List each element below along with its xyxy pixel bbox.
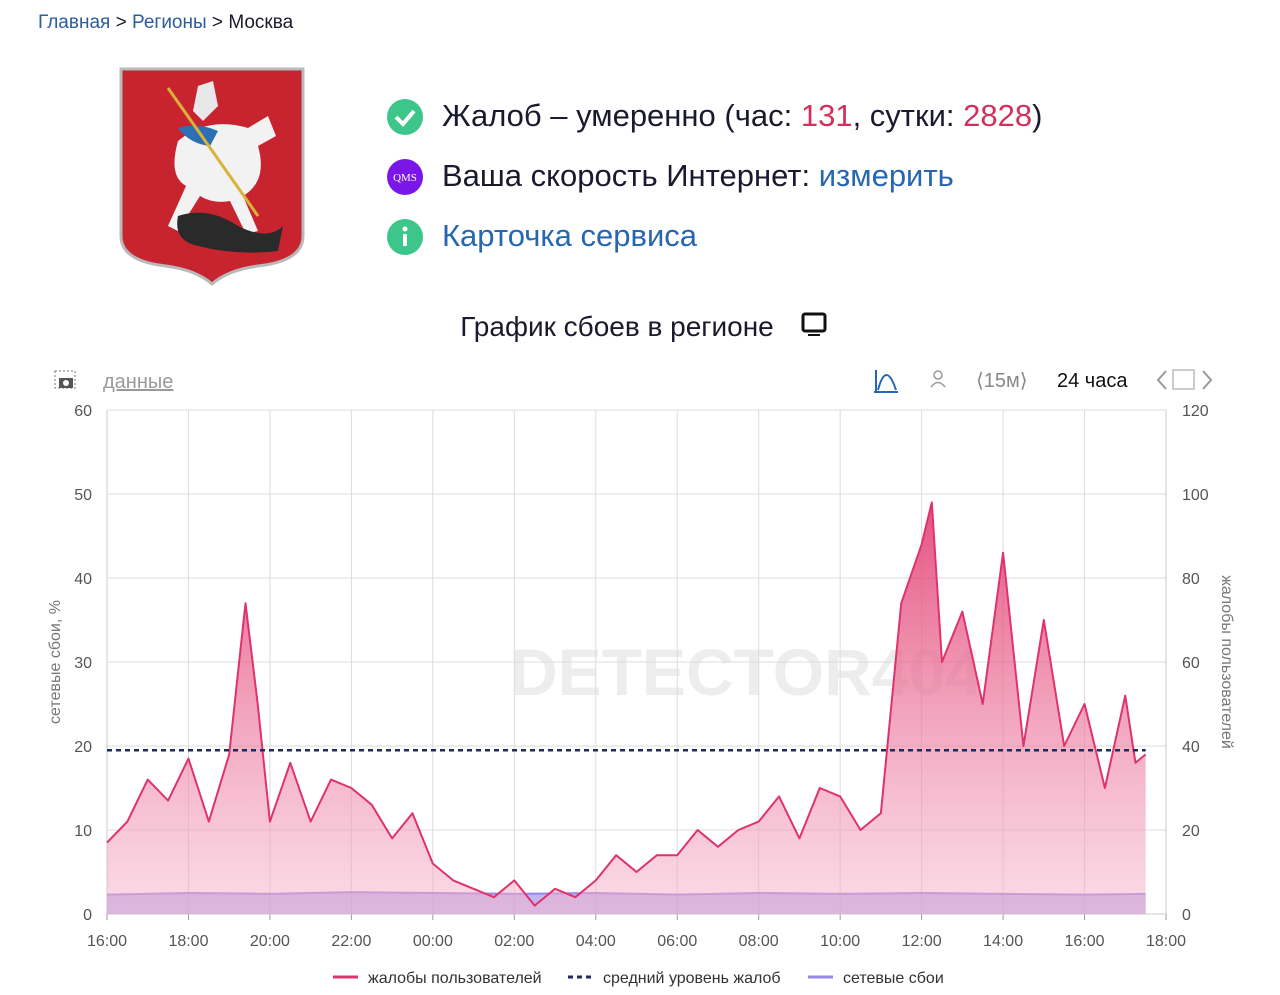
- x-tick-label: 08:00: [739, 933, 779, 950]
- info-icon: [387, 219, 423, 255]
- card-link[interactable]: Карточка сервиса: [442, 218, 698, 253]
- y2-tick-label: 100: [1182, 487, 1209, 504]
- y-tick-label: 30: [74, 655, 92, 672]
- status-text: Ваша скорость Интернет:: [442, 158, 819, 193]
- range-toggle[interactable]: 24 часа: [1057, 370, 1128, 392]
- status-text: ): [1032, 98, 1043, 133]
- x-tick-label: 04:00: [576, 933, 616, 950]
- y-tick-label: 60: [74, 403, 92, 420]
- crumb-current: Москва: [228, 12, 294, 33]
- chart: График сбоев в регионе данные ⟨15м⟩ 24 ч…: [47, 311, 1235, 987]
- card-status: Карточка сервиса: [442, 218, 697, 254]
- measure-link[interactable]: измерить: [818, 158, 954, 193]
- x-tick-label: 16:00: [1065, 933, 1105, 950]
- crumb-link[interactable]: Регионы: [131, 12, 207, 33]
- y2-tick-label: 40: [1182, 739, 1200, 756]
- x-tick-label: 14:00: [983, 933, 1023, 950]
- speed-status: Ваша скорость Интернет: измерить: [442, 158, 954, 194]
- monitor-icon: [801, 312, 827, 336]
- y2-tick-label: 60: [1182, 655, 1200, 672]
- breadcrumb: Главная > Регионы > Москва: [38, 12, 294, 33]
- crumb-link[interactable]: Главная: [38, 12, 111, 33]
- y2-tick-label: 80: [1182, 571, 1200, 588]
- complaints-status: Жалоб – умеренно (час: 131, сутки: 2828): [442, 98, 1042, 134]
- y-tick-label: 20: [74, 739, 92, 756]
- y-tick-label: 0: [83, 907, 92, 924]
- y-axis-title: сетевые сбои, %: [47, 600, 64, 724]
- y2-tick-label: 0: [1182, 907, 1191, 924]
- hour-count: 131: [800, 98, 853, 133]
- y2-tick-label: 120: [1182, 403, 1209, 420]
- x-tick-label: 00:00: [413, 933, 453, 950]
- y-tick-label: 10: [74, 823, 92, 840]
- series-line: [106, 501, 1147, 907]
- x-tick-label: 20:00: [250, 933, 290, 950]
- area: [107, 502, 1146, 914]
- x-tick-label: 16:00: [87, 933, 127, 950]
- coat-of-arms: [119, 67, 305, 286]
- status-text: , сутки:: [852, 98, 964, 133]
- y-tick-label: 50: [74, 487, 92, 504]
- y-tick-label: 40: [74, 571, 92, 588]
- legend-label: средний уровень жалоб: [603, 970, 781, 987]
- x-tick-label: 22:00: [331, 933, 371, 950]
- x-tick-label: 12:00: [902, 933, 942, 950]
- y2-axis-title: жалобы пользователей: [1218, 575, 1235, 749]
- chart-type-icon[interactable]: [874, 370, 898, 393]
- qms-label: QMS: [393, 172, 417, 184]
- interval-toggle[interactable]: ⟨15м⟩: [976, 370, 1028, 392]
- x-tick-label: 02:00: [494, 933, 534, 950]
- day-count: 2828: [963, 98, 1033, 133]
- data-link[interactable]: данные: [103, 371, 173, 393]
- status-text: Жалоб – умеренно (час:: [442, 98, 801, 133]
- user-icon[interactable]: [930, 370, 946, 388]
- legend-label: сетевые сбои: [843, 970, 944, 987]
- y2-tick-label: 20: [1182, 823, 1200, 840]
- x-tick-label: 18:00: [1146, 933, 1186, 950]
- ok-icon: [387, 99, 423, 135]
- qms-icon: QMS: [387, 159, 423, 195]
- calendar-nav[interactable]: [1156, 369, 1213, 390]
- chart-title: График сбоев в регионе: [460, 311, 774, 342]
- camera-icon: [54, 370, 76, 389]
- legend-label: жалобы пользователей: [368, 970, 542, 987]
- x-tick-label: 18:00: [168, 933, 208, 950]
- x-tick-label: 06:00: [657, 933, 697, 950]
- x-tick-label: 10:00: [820, 933, 860, 950]
